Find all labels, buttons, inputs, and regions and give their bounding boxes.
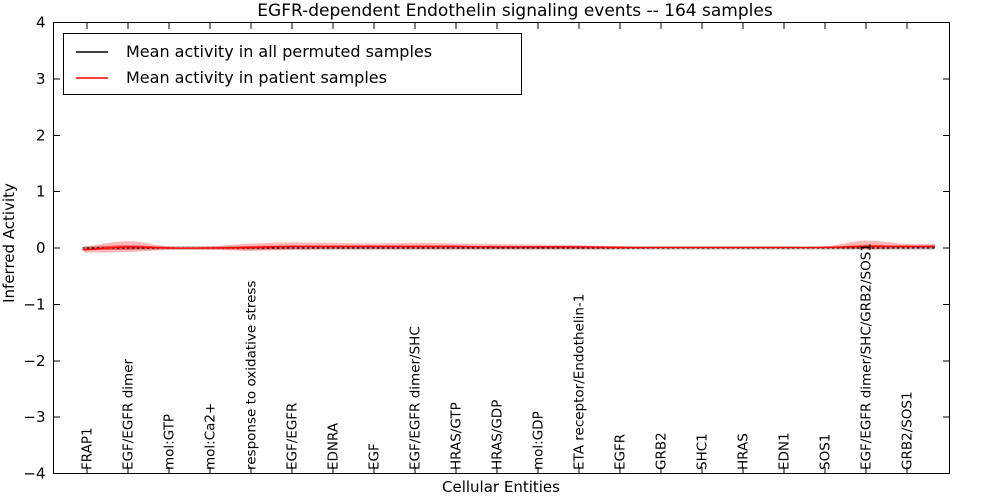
y-tick-label: 3 — [36, 70, 46, 88]
x-category-label: EDN1 — [777, 432, 793, 470]
x-category-label: ETA receptor/Endothelin-1 — [572, 294, 588, 470]
x-category-label: FRAP1 — [80, 427, 96, 470]
y-tick-label: 4 — [36, 14, 46, 32]
x-category-label: EGFR — [613, 434, 629, 470]
y-axis-label: Inferred Activity — [0, 183, 18, 303]
plot-area — [82, 240, 935, 253]
x-category-label: response to oxidative stress — [244, 281, 260, 470]
x-category-label: EDNRA — [326, 422, 342, 470]
y-tick-label: −4 — [23, 465, 45, 483]
permuted-band — [84, 246, 935, 250]
x-category-label: EGF/EGFR dimer/SHC — [408, 326, 424, 470]
x-category-label: GRB2 — [654, 432, 670, 470]
x-category-label: HRAS/GTP — [449, 402, 465, 470]
y-tick-label: −3 — [23, 408, 45, 426]
axis-ticks — [53, 22, 950, 474]
x-axis-label: Cellular Entities — [442, 478, 560, 496]
x-category-label: SOS1 — [818, 434, 834, 470]
y-tick-label: 1 — [36, 183, 46, 201]
x-category-label: EGF — [367, 443, 383, 470]
x-category-label: mol:GDP — [531, 411, 547, 470]
chart-title: EGFR-dependent Endothelin signaling even… — [257, 1, 773, 21]
y-tick-label: −1 — [23, 295, 45, 313]
axis-tick-labels: 4 3 2 1 0 −1 −2 −3 −4 FRAP1 EGF/EGFR dimer mol:GTP m… — [23, 14, 915, 483]
patient-mean-line — [82, 245, 935, 251]
x-category-label: mol:Ca2+ — [203, 403, 219, 470]
x-category-label: GRB2/SOS1 — [900, 391, 916, 470]
legend-permuted-label: Mean activity in all permuted samples — [126, 42, 432, 61]
legend-patient-label: Mean activity in patient samples — [126, 68, 387, 87]
y-tick-label: 0 — [36, 239, 46, 257]
x-category-label: EGF/EGFR dimer — [121, 358, 137, 470]
y-tick-label: −2 — [23, 352, 45, 370]
x-category-label: EGF/EGFR dimer/SHC/GRB2/SOS1 — [859, 243, 875, 470]
x-category-label: SHC1 — [695, 433, 711, 470]
y-tick-label: 2 — [36, 126, 46, 144]
x-category-label: HRAS — [736, 433, 752, 470]
x-category-label: EGF/EGFR — [285, 403, 301, 470]
legend-box — [63, 33, 522, 95]
x-category-label: mol:GTP — [162, 414, 178, 470]
x-category-label: HRAS/GDP — [490, 400, 506, 470]
legend: Mean activity in all permuted samples Me… — [63, 33, 522, 95]
